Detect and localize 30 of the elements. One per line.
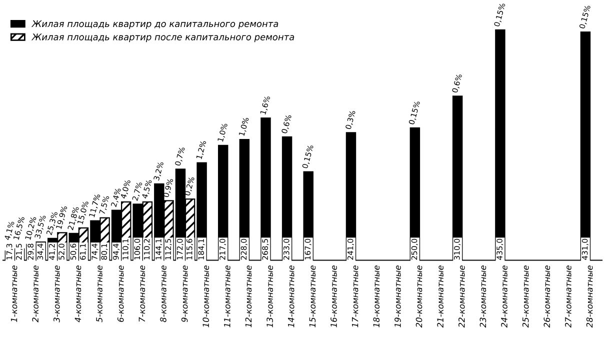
x-tick-label: 27-комнатные [565, 265, 572, 328]
x-tick-label: 25-комнатные [522, 265, 529, 328]
x-tick-label: 14-комнатные [288, 265, 294, 328]
x-tick-label: 15-комнатные [309, 265, 316, 328]
x-tick-label: 8-комнатные [160, 265, 166, 322]
x-tick-label: 20-комнатные [416, 265, 422, 328]
x-tick-label: 22-комнатные [458, 265, 465, 328]
x-tick-label: 2-комнатные [32, 265, 38, 322]
x-tick-label: 6-комнатные [117, 265, 124, 322]
x-tick-label: 1-комнатные [10, 265, 18, 322]
x-tick-label: 17-комнатные [352, 265, 358, 328]
x-tick-label: 4-комнатные [74, 265, 82, 322]
legend-label: Жилая площадь квартир после капитального ремонта [31, 34, 294, 42]
x-tick-label: 3-комнатные [53, 265, 60, 322]
x-tick-label: 10-комнатные [202, 265, 209, 328]
x-tick-label: 7-комнатные [138, 265, 146, 322]
x-tick-label: 26-комнатные [544, 265, 550, 328]
x-tick-label: 18-комнатные [373, 265, 380, 328]
x-tick-label: 28-комнатные [586, 265, 593, 328]
x-tick-label: 5-комнатные [96, 265, 102, 322]
x-tick-label: 12-комнатные [245, 265, 252, 328]
x-tick-label: 19-комнатные [394, 265, 401, 328]
x-tick-label: 21-комнатные [437, 265, 444, 328]
legend-label: Жилая площадь квартир до капитального ремонта [31, 20, 278, 29]
x-tick-label: 16-комнатные [330, 265, 337, 328]
x-tick-label: 11-комнатные [224, 265, 230, 328]
x-tick-label: 24-комнатные [501, 265, 508, 328]
x-tick-label: 23-комнатные [480, 265, 486, 328]
x-tick-label: 13-комнатные [266, 265, 273, 328]
x-tick-label: 9-комнатные [181, 265, 188, 322]
